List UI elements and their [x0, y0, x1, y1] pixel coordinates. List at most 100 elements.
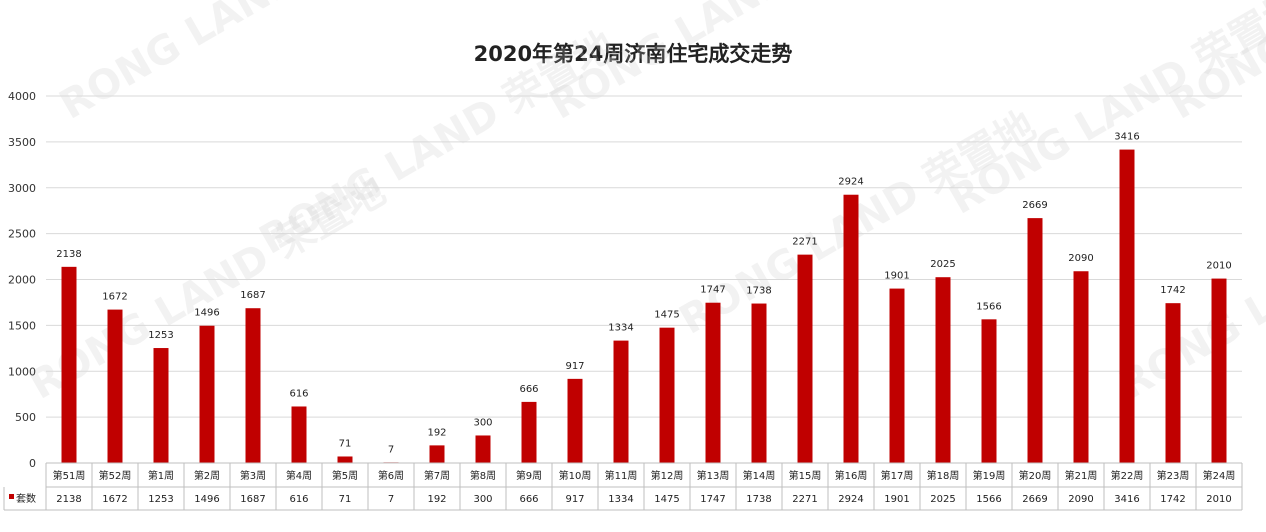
bar [981, 319, 997, 463]
data-label: 2010 [1206, 261, 1231, 272]
bar [935, 277, 951, 463]
category-label: 第11周 [605, 469, 638, 482]
category-label: 第17周 [881, 469, 914, 482]
legend-swatch [9, 494, 14, 499]
data-label: 1566 [976, 301, 1001, 312]
watermark-logo: RONG LAND 荣置地 [942, 0, 1266, 224]
bar [521, 401, 537, 463]
y-tick-label: 3000 [8, 182, 36, 195]
y-tick-label: 2500 [8, 228, 36, 241]
table-value: 2271 [792, 494, 817, 505]
category-label: 第4周 [286, 469, 312, 482]
bar [245, 308, 261, 463]
y-tick-label: 500 [15, 411, 36, 424]
watermark-logo: RONG LAND 荣置地 [52, 0, 423, 129]
category-label: 第1周 [148, 469, 174, 482]
category-label: 第5周 [332, 469, 358, 482]
category-label: 第8周 [470, 469, 496, 482]
chart-title: 2020年第24周济南住宅成交走势 [473, 42, 793, 66]
data-label: 2090 [1068, 253, 1093, 264]
table-value: 1334 [608, 494, 633, 505]
data-label: 1475 [654, 310, 679, 321]
table-value: 2025 [930, 494, 955, 505]
category-label: 第6周 [378, 469, 404, 482]
bar [1165, 303, 1181, 463]
category-label: 第9周 [516, 469, 542, 482]
bar [613, 340, 629, 463]
data-label: 7 [388, 444, 394, 455]
category-label: 第14周 [743, 469, 776, 482]
table-value: 7 [388, 494, 394, 505]
category-label: 第2周 [194, 469, 220, 482]
data-label: 192 [427, 427, 446, 438]
data-label: 1747 [700, 285, 725, 296]
bar [1027, 218, 1043, 463]
data-label: 2924 [838, 177, 863, 188]
bar [1073, 271, 1089, 463]
category-label: 第19周 [973, 469, 1006, 482]
table-value: 2090 [1068, 494, 1093, 505]
table-value: 2010 [1206, 494, 1231, 505]
data-label: 2025 [930, 259, 955, 270]
table-value: 917 [565, 494, 584, 505]
category-label: 第51周 [53, 469, 86, 482]
bar [567, 378, 583, 463]
data-label: 1672 [102, 292, 127, 303]
category-label: 第7周 [424, 469, 450, 482]
category-label: 第16周 [835, 469, 868, 482]
bar [1119, 149, 1135, 463]
table-value: 2138 [56, 494, 81, 505]
table-value: 616 [289, 494, 308, 505]
table-value: 71 [339, 494, 352, 505]
y-tick-label: 1000 [8, 365, 36, 378]
y-tick-label: 1500 [8, 319, 36, 332]
bar [1211, 278, 1227, 463]
table-value: 1253 [148, 494, 173, 505]
data-label: 71 [339, 438, 352, 449]
data-label: 1253 [148, 330, 173, 341]
bar [843, 194, 859, 463]
table-value: 1687 [240, 494, 265, 505]
y-tick-label: 4000 [8, 90, 36, 103]
bar [107, 309, 123, 463]
category-label: 第21周 [1065, 469, 1098, 482]
data-label: 666 [519, 384, 538, 395]
table-value: 1496 [194, 494, 219, 505]
table-value: 1901 [884, 494, 909, 505]
bar [337, 456, 353, 463]
table-value: 1672 [102, 494, 127, 505]
table-value: 3416 [1114, 494, 1139, 505]
table-value: 1738 [746, 494, 771, 505]
bar [659, 327, 675, 463]
category-label: 第15周 [789, 469, 822, 482]
legend-label: 套数 [16, 492, 36, 505]
table-value: 1742 [1160, 494, 1185, 505]
bar [291, 406, 307, 463]
category-label: 第13周 [697, 469, 730, 482]
data-label: 1901 [884, 271, 909, 282]
data-label: 2669 [1022, 200, 1047, 211]
y-tick-label: 2000 [8, 274, 36, 287]
bar [705, 302, 721, 463]
bar [797, 254, 813, 463]
data-label: 1687 [240, 290, 265, 301]
table-value: 300 [473, 494, 492, 505]
bar [199, 325, 215, 463]
data-label: 1742 [1160, 285, 1185, 296]
table-value: 1475 [654, 494, 679, 505]
bar [889, 288, 905, 463]
table-value: 1747 [700, 494, 725, 505]
data-label: 2271 [792, 237, 817, 248]
table-value: 1566 [976, 494, 1001, 505]
y-tick-label: 0 [29, 457, 36, 470]
category-label: 第12周 [651, 469, 684, 482]
data-label: 1334 [608, 323, 633, 334]
category-label: 第52周 [99, 469, 132, 482]
data-label: 300 [473, 417, 492, 428]
data-label: 616 [289, 388, 308, 399]
bar [751, 303, 767, 463]
category-label: 第10周 [559, 469, 592, 482]
category-label: 第18周 [927, 469, 960, 482]
category-label: 第23周 [1157, 469, 1190, 482]
